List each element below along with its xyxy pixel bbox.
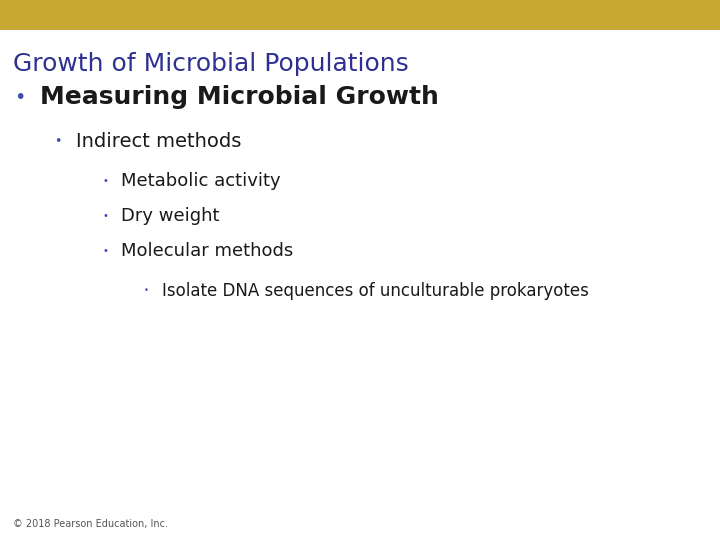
Text: Metabolic activity: Metabolic activity [121,172,281,190]
Text: © 2018 Pearson Education, Inc.: © 2018 Pearson Education, Inc. [13,519,168,529]
Text: •: • [102,246,108,256]
Text: •: • [54,135,61,148]
Text: Isolate DNA sequences of unculturable prokaryotes: Isolate DNA sequences of unculturable pr… [162,281,589,300]
Text: Molecular methods: Molecular methods [121,242,293,260]
Text: Growth of Microbial Populations: Growth of Microbial Populations [13,52,409,76]
Text: •: • [14,87,26,107]
Text: Indirect methods: Indirect methods [76,132,241,151]
Text: •: • [102,176,108,186]
Text: •: • [144,286,149,295]
Text: Measuring Microbial Growth: Measuring Microbial Growth [40,85,438,109]
Text: •: • [102,211,108,221]
Text: Dry weight: Dry weight [121,207,220,225]
